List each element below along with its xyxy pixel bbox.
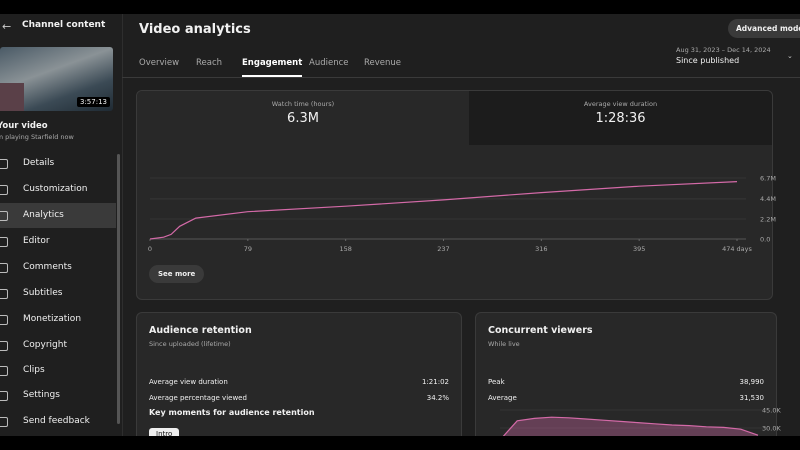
stat-row: Average view duration 1:21:02 — [149, 378, 449, 390]
metric-label: Average view duration — [583, 100, 658, 108]
dropdown-caret: ⌄ — [787, 52, 793, 60]
concurrent-card: Concurrent viewers While live Peak 38,990… — [475, 312, 777, 436]
metric-value: 6.3M — [287, 111, 319, 126]
nav-item[interactable]: Editor — [0, 229, 116, 254]
advanced-mode-button[interactable]: Advanced mode — [728, 19, 800, 38]
period-select[interactable]: Since published — [676, 56, 740, 65]
sidebar-title: Channel content — [22, 20, 106, 30]
thumbnail-inset — [0, 83, 24, 111]
metric-label: Watch time (hours) — [271, 100, 335, 108]
stat-value: 31,530 — [739, 394, 765, 402]
video-duration: 3:57:13 — [77, 97, 110, 107]
nav-label: Customization — [23, 184, 88, 194]
intro-button[interactable]: Intro — [149, 428, 180, 436]
nav-icon — [0, 159, 8, 169]
nav-icon — [0, 185, 8, 195]
nav-item[interactable]: Customization — [0, 177, 116, 202]
tab[interactable]: Audience — [309, 58, 349, 68]
video-thumbnail[interactable]: 3:57:13 — [0, 47, 113, 111]
metric-tab[interactable]: Average view duration 1:28:36 — [469, 91, 772, 145]
nav-item[interactable]: Subtitles — [0, 281, 116, 306]
card-title: Audience retention — [149, 325, 252, 336]
metric-value: 1:28:36 — [595, 111, 646, 126]
nav-item[interactable]: Settings — [0, 383, 116, 408]
sidebar: ← Channel content 3:57:13 Your video I'm… — [0, 14, 123, 436]
nav-icon — [0, 211, 8, 221]
stat-value: 34.2% — [426, 394, 449, 402]
nav-icon — [0, 237, 8, 247]
stat-row: Average 31,530 — [488, 394, 764, 406]
nav-icon — [0, 315, 8, 325]
nav-label: Comments — [23, 262, 72, 272]
section-title: Key moments for audience retention — [149, 408, 315, 417]
tab-divider — [122, 77, 800, 78]
nav-item[interactable]: Copyright — [0, 333, 116, 358]
nav-item[interactable]: Monetization — [0, 307, 116, 332]
nav-label: Send feedback — [23, 416, 90, 426]
metric-tab[interactable]: Watch time (hours) 6.3M — [137, 91, 469, 145]
nav-icon — [0, 263, 8, 273]
card-subtitle: While live — [488, 340, 520, 348]
stat-label: Average — [488, 394, 517, 402]
tab[interactable]: Reach — [196, 58, 223, 68]
video-label: Your video — [0, 121, 48, 131]
nav-icon — [0, 289, 8, 299]
video-title: I'm playing Starfield now — [0, 133, 74, 141]
nav-icon — [0, 391, 8, 401]
stat-label: Average view duration — [149, 378, 228, 386]
nav-icon — [0, 417, 8, 427]
nav-label: Monetization — [23, 314, 82, 324]
see-more-button[interactable]: See more — [149, 265, 205, 283]
stat-label: Peak — [488, 378, 505, 386]
nav-item[interactable]: Analytics — [0, 203, 116, 228]
page-title: Video analytics — [139, 22, 251, 37]
nav-label: Subtitles — [23, 288, 63, 298]
nav-item[interactable]: Clips — [0, 358, 116, 383]
scrollbar[interactable] — [117, 154, 120, 424]
nav-label: Editor — [23, 236, 50, 246]
tab[interactable]: Overview — [139, 58, 180, 68]
nav-label: Analytics — [23, 210, 64, 220]
nav-icon — [0, 366, 8, 376]
card-title: Concurrent viewers — [488, 325, 593, 336]
retention-card: Audience retention Since uploaded (lifet… — [136, 312, 462, 436]
nav-label: Copyright — [23, 340, 67, 350]
tab[interactable]: Engagement — [242, 58, 303, 77]
stat-row: Peak 38,990 — [488, 378, 764, 390]
date-range: Aug 31, 2023 – Dec 14, 2024 — [676, 46, 771, 54]
nav-label: Settings — [23, 390, 60, 400]
card-subtitle: Since uploaded (lifetime) — [149, 340, 231, 348]
nav-item[interactable]: Send feedback — [0, 409, 116, 434]
stat-label: Average percentage viewed — [149, 394, 247, 402]
stat-value: 1:21:02 — [422, 378, 449, 386]
stat-value: 38,990 — [739, 378, 765, 386]
nav-icon — [0, 341, 8, 351]
back-arrow[interactable]: ← — [2, 20, 12, 33]
nav-item[interactable]: Comments — [0, 255, 116, 280]
nav-label: Details — [23, 158, 55, 168]
engagement-card: Watch time (hours) 6.3M Average view dur… — [136, 90, 773, 300]
tab[interactable]: Revenue — [364, 58, 402, 68]
stat-row: Average percentage viewed 34.2% — [149, 394, 449, 406]
nav-label: Clips — [23, 365, 45, 375]
nav-item[interactable]: Details — [0, 151, 116, 176]
studio-app: ← Channel content 3:57:13 Your video I'm… — [0, 14, 800, 436]
